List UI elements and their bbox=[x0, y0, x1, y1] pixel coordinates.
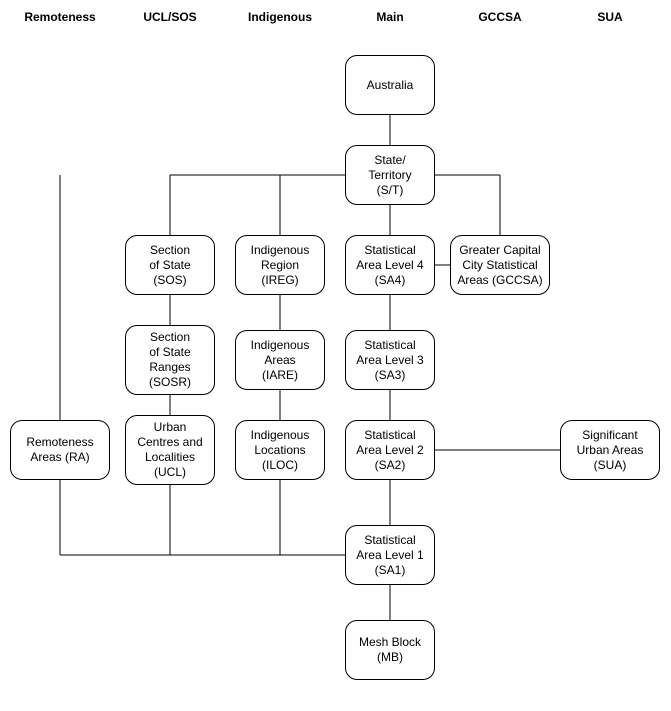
column-header: UCL/SOS bbox=[120, 10, 220, 24]
column-header: SUA bbox=[560, 10, 660, 24]
diagram-node-australia: Australia bbox=[345, 55, 435, 115]
diagram-node-sua: SignificantUrban Areas(SUA) bbox=[560, 420, 660, 480]
diagram-node-sa1: StatisticalArea Level 1(SA1) bbox=[345, 525, 435, 585]
diagram-node-sosr: Sectionof StateRanges(SOSR) bbox=[125, 325, 215, 395]
diagram-node-ra: RemotenessAreas (RA) bbox=[10, 420, 110, 480]
column-header: Remoteness bbox=[10, 10, 110, 24]
column-header: Indigenous bbox=[230, 10, 330, 24]
diagram-node-iloc: IndigenousLocations(ILOC) bbox=[235, 420, 325, 480]
diagram-node-sa4: StatisticalArea Level 4(SA4) bbox=[345, 235, 435, 295]
diagram-node-sos: Sectionof State(SOS) bbox=[125, 235, 215, 295]
column-header: GCCSA bbox=[450, 10, 550, 24]
diagram-node-st: State/Territory(S/T) bbox=[345, 145, 435, 205]
diagram-node-sa3: StatisticalArea Level 3(SA3) bbox=[345, 330, 435, 390]
diagram-node-iare: IndigenousAreas(IARE) bbox=[235, 330, 325, 390]
diagram-node-ucl: UrbanCentres andLocalities(UCL) bbox=[125, 415, 215, 485]
diagram-node-sa2: StatisticalArea Level 2(SA2) bbox=[345, 420, 435, 480]
diagram-node-gccsa: Greater CapitalCity StatisticalAreas (GC… bbox=[450, 235, 550, 295]
column-header: Main bbox=[340, 10, 440, 24]
diagram-edges bbox=[0, 0, 671, 711]
diagram-node-ireg: IndigenousRegion(IREG) bbox=[235, 235, 325, 295]
diagram-node-mb: Mesh Block(MB) bbox=[345, 620, 435, 680]
